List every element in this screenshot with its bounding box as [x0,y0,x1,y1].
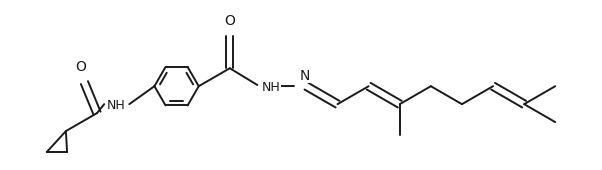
Text: N: N [299,69,309,83]
Text: O: O [75,60,86,74]
Text: O: O [225,14,235,28]
Text: NH: NH [262,81,281,94]
Text: NH: NH [107,99,126,112]
